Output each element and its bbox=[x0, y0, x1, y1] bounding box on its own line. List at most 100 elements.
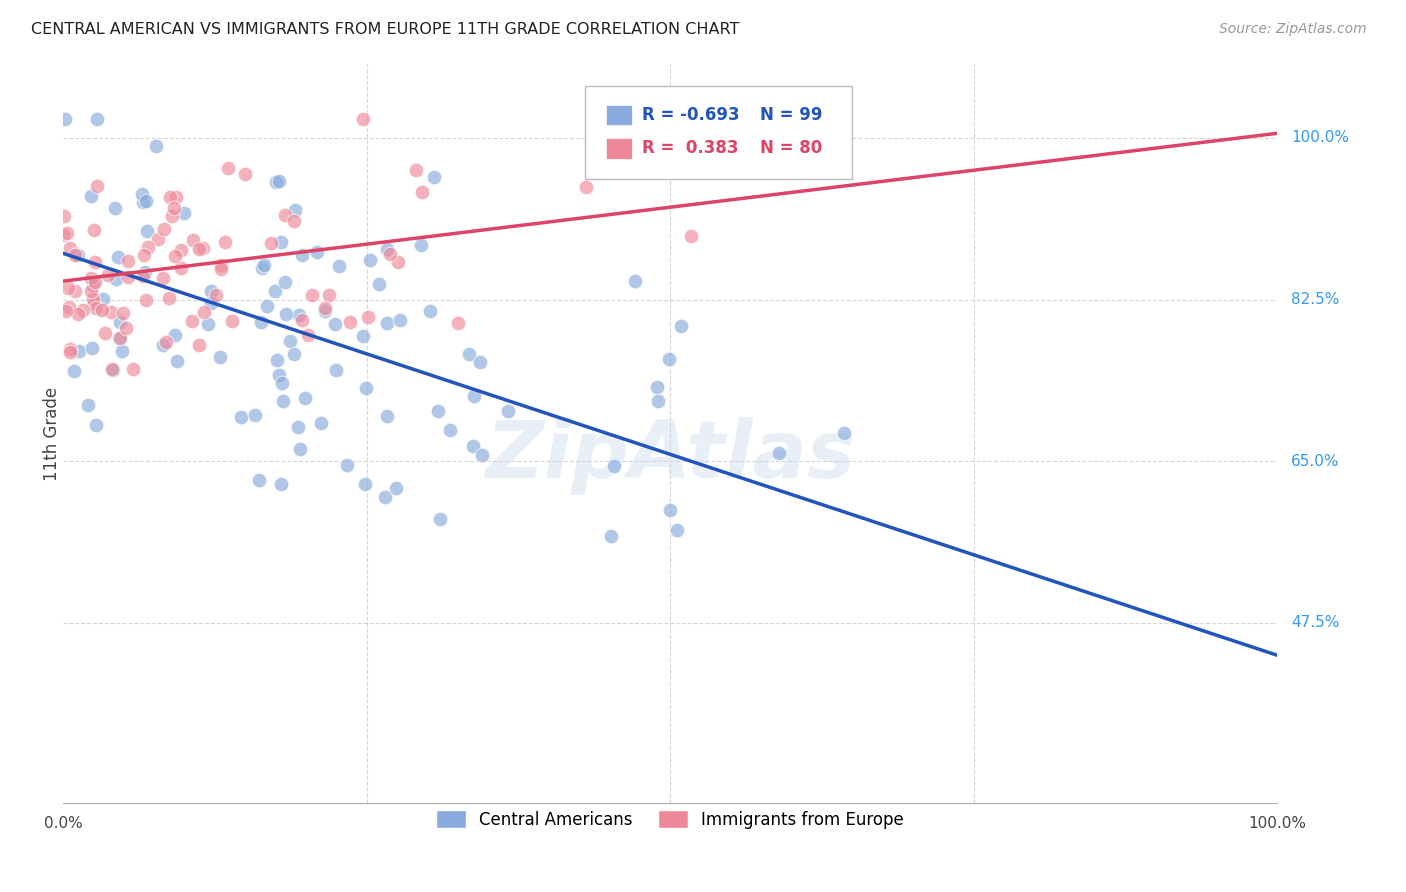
Point bbox=[274, 209, 297, 223]
Point bbox=[387, 255, 409, 269]
Point bbox=[352, 329, 374, 343]
Point bbox=[323, 318, 346, 332]
Point bbox=[411, 186, 433, 200]
Point bbox=[267, 174, 290, 188]
Point bbox=[112, 305, 135, 319]
Point bbox=[354, 381, 377, 395]
Point bbox=[314, 303, 336, 318]
Point bbox=[145, 139, 167, 153]
Point bbox=[197, 318, 219, 332]
Point bbox=[165, 189, 187, 203]
Point bbox=[181, 233, 204, 247]
Point bbox=[352, 112, 374, 127]
Point bbox=[135, 293, 157, 307]
Point bbox=[297, 327, 319, 342]
Point bbox=[188, 242, 211, 256]
Point bbox=[233, 167, 256, 181]
Point bbox=[83, 276, 105, 290]
Point bbox=[267, 368, 290, 382]
Point bbox=[122, 362, 145, 376]
Point bbox=[336, 458, 359, 473]
Point bbox=[471, 448, 494, 462]
Point bbox=[389, 313, 412, 327]
Point bbox=[162, 209, 184, 223]
Point bbox=[193, 305, 215, 319]
Point bbox=[284, 203, 307, 218]
Point bbox=[191, 242, 214, 256]
Point bbox=[309, 417, 332, 431]
Point bbox=[131, 187, 153, 202]
Point bbox=[328, 259, 350, 273]
Point bbox=[294, 391, 316, 405]
Point bbox=[250, 261, 273, 276]
Point bbox=[288, 308, 311, 322]
Point bbox=[283, 346, 305, 360]
Point bbox=[56, 226, 79, 240]
Point bbox=[152, 270, 174, 285]
Point bbox=[86, 179, 108, 194]
FancyBboxPatch shape bbox=[585, 87, 852, 178]
Point bbox=[266, 353, 288, 368]
Point bbox=[135, 194, 157, 208]
Point bbox=[82, 277, 104, 292]
Point bbox=[270, 376, 292, 391]
Point bbox=[356, 310, 378, 325]
Point bbox=[163, 201, 186, 215]
Point bbox=[271, 393, 294, 408]
Point bbox=[188, 338, 211, 352]
Point bbox=[59, 342, 82, 356]
Point bbox=[132, 248, 155, 262]
Point bbox=[645, 380, 668, 394]
Point bbox=[217, 161, 239, 175]
Point bbox=[166, 353, 188, 368]
Point bbox=[63, 248, 86, 262]
Point bbox=[496, 403, 519, 417]
Text: R =  0.383: R = 0.383 bbox=[643, 139, 738, 157]
Point bbox=[77, 398, 100, 412]
Point bbox=[67, 307, 90, 321]
Point bbox=[208, 351, 231, 365]
Point bbox=[378, 246, 401, 260]
Point bbox=[665, 523, 688, 537]
Point bbox=[84, 254, 107, 268]
Point bbox=[354, 477, 377, 491]
Point bbox=[53, 209, 76, 223]
Point bbox=[368, 277, 391, 291]
Point bbox=[108, 331, 131, 345]
Point bbox=[405, 162, 427, 177]
Bar bbox=[606, 138, 633, 159]
Point bbox=[80, 341, 103, 355]
Text: 47.5%: 47.5% bbox=[1291, 615, 1339, 631]
Point bbox=[80, 271, 103, 285]
Point bbox=[90, 302, 112, 317]
Text: N = 99: N = 99 bbox=[759, 106, 823, 124]
Point bbox=[253, 258, 276, 272]
Point bbox=[658, 503, 681, 517]
Point bbox=[273, 276, 295, 290]
Point bbox=[72, 302, 94, 317]
Point bbox=[658, 351, 681, 366]
Text: N = 80: N = 80 bbox=[759, 139, 823, 157]
Point bbox=[270, 476, 292, 491]
Point bbox=[84, 417, 107, 432]
Point bbox=[110, 315, 132, 329]
Point bbox=[287, 420, 309, 434]
Point bbox=[94, 326, 117, 340]
Point bbox=[110, 331, 132, 345]
Point bbox=[768, 446, 790, 460]
Point bbox=[132, 194, 155, 209]
Point bbox=[56, 281, 79, 295]
Point bbox=[439, 423, 461, 437]
Point bbox=[173, 206, 195, 220]
Text: ZipAtlas: ZipAtlas bbox=[485, 417, 855, 495]
Point bbox=[80, 189, 103, 203]
Point bbox=[55, 303, 77, 318]
Point bbox=[263, 284, 285, 298]
Point bbox=[575, 180, 598, 194]
Point bbox=[377, 242, 399, 256]
Point bbox=[457, 347, 479, 361]
Point bbox=[671, 319, 693, 334]
Point bbox=[221, 314, 243, 328]
Point bbox=[163, 249, 186, 263]
Point bbox=[291, 248, 314, 262]
